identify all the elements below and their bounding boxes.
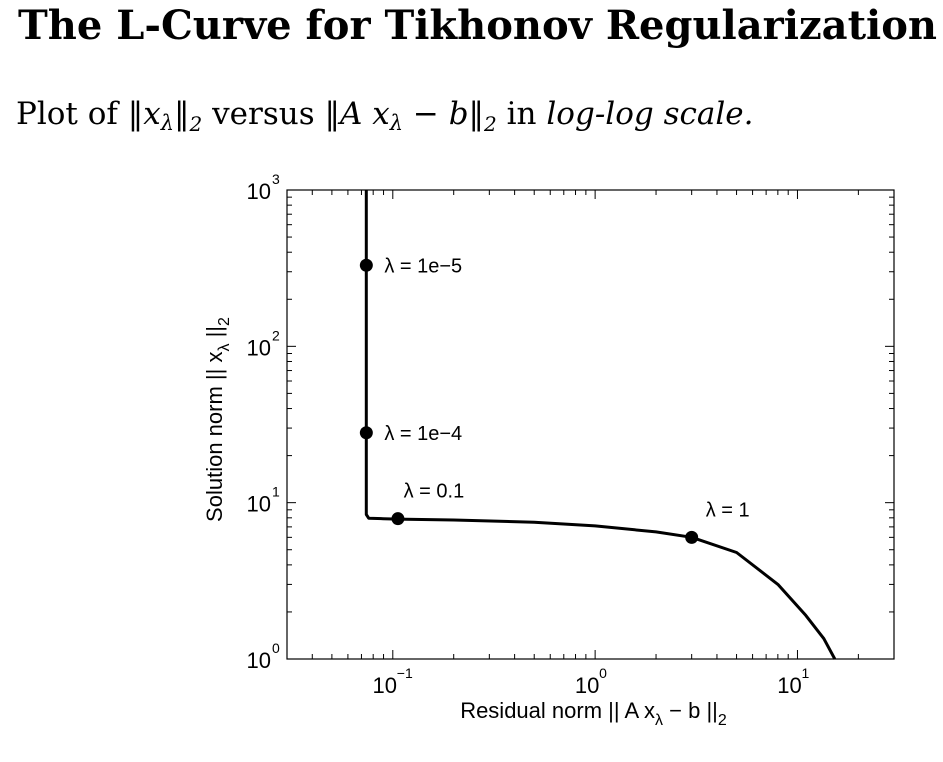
curve-marker: [359, 426, 373, 440]
y-tick-exponent: 1: [272, 484, 280, 500]
l-curve-line: [364, 190, 837, 660]
y-tick-exponent: 2: [272, 327, 280, 343]
marker-label: λ = 0.1: [404, 481, 465, 503]
curve-marker: [391, 512, 405, 526]
page-title: The L-Curve for Tikhonov Regularization: [18, 2, 938, 49]
y-tick-label: 10: [247, 492, 271, 517]
curve-marker: [685, 530, 699, 544]
curve-marker: [359, 258, 373, 272]
y-tick-exponent: 3: [272, 171, 280, 187]
subtitle-norm-x: ‖xλ‖2: [127, 96, 203, 137]
x-axis-label: Residual norm || A xλ − b ||2: [460, 698, 727, 729]
y-tick-label: 10: [247, 648, 271, 673]
y-axis-label: Solution norm || xλ ||2: [202, 317, 233, 522]
subtitle-in: in: [506, 96, 537, 132]
marker-label: λ = 1e−4: [384, 423, 462, 445]
x-tick-label: 10: [575, 673, 599, 698]
marker-label: λ = 1e−5: [384, 255, 462, 277]
subtitle-norm-ax: ‖A xλ − b‖2: [324, 96, 497, 137]
x-tick-exponent: 1: [801, 665, 809, 681]
curve-markers: λ = 1e−5 λ = 1e−4 λ = 0.1 λ = 1: [359, 255, 750, 544]
subtitle-scale: log-log scale.: [546, 96, 754, 132]
tick-labels: 10 −1 10 0 10 110 010 110 210 3: [247, 171, 810, 698]
y-tick-label: 10: [247, 335, 271, 360]
plot-frame: [286, 189, 895, 660]
axis-ticks: [286, 189, 895, 660]
subtitle-sub-1: 2: [189, 112, 203, 137]
x-tick-label: 10: [777, 673, 801, 698]
x-tick-exponent: −1: [397, 665, 413, 681]
subtitle-lambda-1: λ: [160, 111, 175, 135]
subtitle-sub-2: 2: [484, 112, 497, 137]
x-tick-label: 10: [373, 673, 397, 698]
subtitle-versus: versus: [212, 96, 315, 132]
x-tick-exponent: 0: [599, 665, 607, 681]
y-tick-exponent: 0: [272, 640, 280, 656]
subtitle-lambda-2: λ: [389, 111, 404, 135]
page-subtitle: Plot of ‖xλ‖2 versus ‖A xλ − b‖2 in log-…: [16, 96, 753, 136]
marker-label: λ = 1: [706, 499, 750, 521]
y-tick-label: 10: [247, 179, 271, 204]
subtitle-prefix: Plot of: [16, 96, 118, 132]
